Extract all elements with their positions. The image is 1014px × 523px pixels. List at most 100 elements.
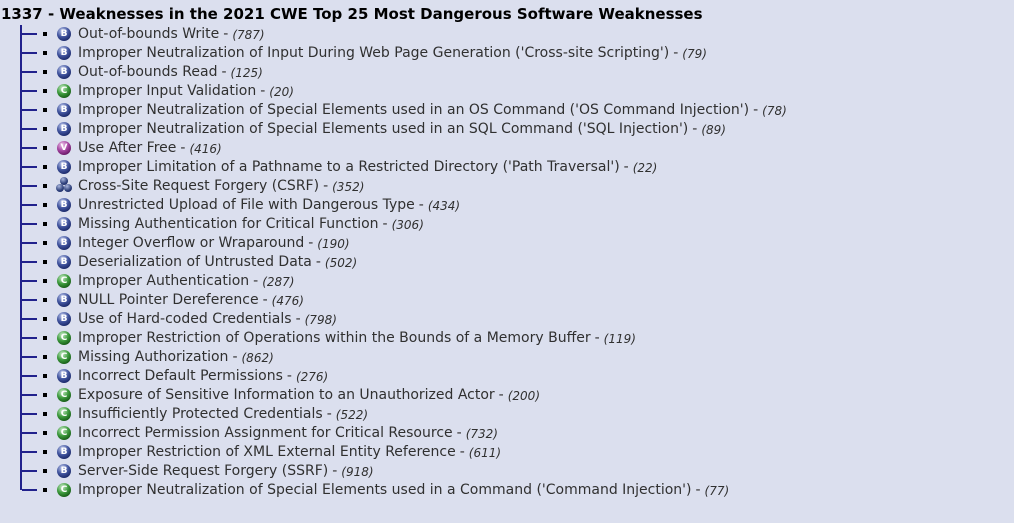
tree-node-bullet[interactable] [43, 259, 47, 264]
weakness-name-link[interactable]: Deserialization of Untrusted Data [78, 253, 312, 270]
weakness-name-link[interactable]: Exposure of Sensitive Information to an … [78, 386, 495, 403]
tree-row: B Server-Side Request Forgery (SSRF) - (… [0, 461, 1014, 480]
weakness-name-link[interactable]: Improper Restriction of XML External Ent… [78, 443, 456, 460]
tree-branch-line [22, 336, 37, 339]
tree-row: B Improper Limitation of a Pathname to a… [0, 157, 1014, 176]
name-id-separator: - [295, 310, 301, 327]
tree-node-bullet[interactable] [43, 31, 47, 36]
tree-node-bullet[interactable] [43, 335, 47, 340]
weakness-name-link[interactable]: Improper Neutralization of Special Eleme… [78, 101, 750, 118]
tree-node-bullet[interactable] [43, 50, 47, 55]
weakness-name-link[interactable]: Integer Overflow or Wraparound [78, 234, 305, 251]
tree-node-bullet[interactable] [43, 449, 47, 454]
tree-node-bullet[interactable] [43, 126, 47, 131]
weakness-name-link[interactable]: NULL Pointer Dereference [78, 291, 259, 308]
tree-node-bullet[interactable] [43, 69, 47, 74]
tree-node-bullet[interactable] [43, 373, 47, 378]
tree-branch-line [22, 374, 37, 377]
weakness-name-link[interactable]: Incorrect Default Permissions [78, 367, 283, 384]
weakness-id: (798) [304, 312, 337, 327]
tree-row: B Use of Hard-coded Credentials - (798) [0, 309, 1014, 328]
weakness-name-link[interactable]: Insufficiently Protected Credentials [78, 405, 323, 422]
weakness-type-letter: C [60, 427, 68, 438]
weakness-id: (918) [341, 464, 374, 479]
tree-node-bullet[interactable] [43, 221, 47, 226]
class-weakness-icon: C [57, 349, 71, 364]
tree-branch-line [22, 393, 37, 396]
tree-row: C Improper Input Validation - (20) [0, 81, 1014, 100]
weakness-name-link[interactable]: Improper Input Validation [78, 82, 257, 99]
weakness-type-letter: C [60, 275, 68, 286]
tree-row: C Missing Authorization - (862) [0, 347, 1014, 366]
weakness-name-link[interactable]: Out-of-bounds Write [78, 25, 220, 42]
tree-node-bullet[interactable] [43, 316, 47, 321]
tree-node-bullet[interactable] [43, 468, 47, 473]
tree-node-bullet[interactable] [43, 88, 47, 93]
base-weakness-icon: B [57, 254, 71, 269]
tree-row: B Improper Neutralization of Special Ele… [0, 119, 1014, 138]
tree-node-bullet[interactable] [43, 430, 47, 435]
weakness-id: (287) [262, 274, 295, 289]
weakness-type-letter: B [60, 66, 68, 77]
tree-branch-line [22, 298, 37, 301]
tree-node-bullet[interactable] [43, 411, 47, 416]
tree-row: C Improper Neutralization of Special Ele… [0, 480, 1014, 499]
weakness-type-letter: C [60, 484, 68, 495]
weakness-type-letter: B [60, 28, 68, 39]
tree-node-bullet[interactable] [43, 487, 47, 492]
tree-branch-line [22, 431, 37, 434]
weakness-type-letter: B [60, 370, 68, 381]
name-id-separator: - [315, 253, 321, 270]
tree-node-bullet[interactable] [43, 392, 47, 397]
weakness-name-link[interactable]: Server-Side Request Forgery (SSRF) [78, 462, 329, 479]
weakness-name-link[interactable]: Improper Restriction of Operations withi… [78, 329, 591, 346]
weakness-name-link[interactable]: Improper Limitation of a Pathname to a R… [78, 158, 620, 175]
tree-node-bullet[interactable] [43, 145, 47, 150]
weakness-name-link[interactable]: Unrestricted Upload of File with Dangero… [78, 196, 415, 213]
tree-node-bullet[interactable] [43, 164, 47, 169]
weakness-type-letter: C [60, 408, 68, 419]
weakness-id: (862) [241, 350, 274, 365]
weakness-name-link[interactable]: Improper Neutralization of Special Eleme… [78, 120, 689, 137]
tree-node-bullet[interactable] [43, 354, 47, 359]
name-id-separator: - [623, 158, 629, 175]
tree-node-bullet[interactable] [43, 278, 47, 283]
tree-row: B Improper Neutralization of Input Durin… [0, 43, 1014, 62]
weakness-name-link[interactable]: Improper Authentication [78, 272, 250, 289]
base-weakness-icon: B [57, 26, 71, 41]
weakness-type-letter: B [60, 256, 68, 267]
class-weakness-icon: C [57, 425, 71, 440]
name-id-separator: - [308, 234, 314, 251]
weakness-name-link[interactable]: Incorrect Permission Assignment for Crit… [78, 424, 453, 441]
tree-trunk-line [20, 25, 22, 490]
weakness-type-letter: B [60, 313, 68, 324]
weakness-name-link[interactable]: Use of Hard-coded Credentials [78, 310, 292, 327]
tree-node-bullet[interactable] [43, 240, 47, 245]
weakness-type-letter: B [60, 465, 68, 476]
weakness-type-letter: B [60, 47, 68, 58]
weakness-id: (20) [269, 84, 294, 99]
base-weakness-icon: B [57, 216, 71, 231]
tree-row: B Out-of-bounds Write - (787) [0, 24, 1014, 43]
weakness-name-link[interactable]: Use After Free [78, 139, 177, 156]
class-weakness-icon: C [57, 482, 71, 497]
tree-branch-line [22, 32, 37, 35]
tree-node-bullet[interactable] [43, 202, 47, 207]
tree-node-bullet[interactable] [43, 107, 47, 112]
tree-row: B Integer Overflow or Wraparound - (190) [0, 233, 1014, 252]
weakness-name-link[interactable]: Out-of-bounds Read [78, 63, 218, 80]
weakness-name-link[interactable]: Cross-Site Request Forgery (CSRF) [78, 177, 320, 194]
tree-branch-line [22, 165, 37, 168]
name-id-separator: - [692, 120, 698, 137]
weakness-name-link[interactable]: Improper Neutralization of Input During … [78, 44, 670, 61]
weakness-name-link[interactable]: Missing Authentication for Critical Func… [78, 215, 379, 232]
weakness-name-link[interactable]: Improper Neutralization of Special Eleme… [78, 481, 692, 498]
tree-node-bullet[interactable] [43, 183, 47, 188]
weakness-id: (611) [468, 445, 502, 460]
class-weakness-icon: C [57, 273, 71, 288]
weakness-name-link[interactable]: Missing Authorization [78, 348, 229, 365]
tree-row: B Unrestricted Upload of File with Dange… [0, 195, 1014, 214]
base-weakness-icon: B [57, 64, 71, 79]
name-id-separator: - [326, 405, 332, 422]
tree-node-bullet[interactable] [43, 297, 47, 302]
